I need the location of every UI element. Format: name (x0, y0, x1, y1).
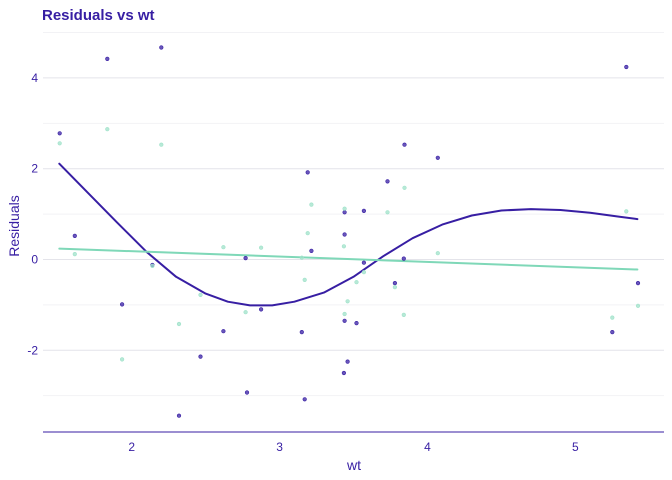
y-tick-label: -2 (27, 343, 38, 357)
data-point-series-1 (635, 281, 641, 286)
data-point-series-1 (259, 307, 264, 312)
data-point-series-1 (176, 413, 182, 418)
data-point-series-2 (159, 142, 164, 147)
y-axis-label: Residuals (6, 195, 22, 256)
data-point-series-1 (305, 170, 310, 175)
y-tick-label: 4 (31, 71, 38, 85)
data-point-series-2 (243, 310, 248, 315)
y-tick-label: 2 (31, 162, 38, 176)
data-point-series-1 (221, 329, 226, 334)
data-point-series-2 (342, 311, 347, 317)
data-point-series-1 (309, 248, 314, 253)
data-point-series-1 (159, 45, 164, 50)
x-tick-label: 3 (276, 440, 283, 454)
data-point-series-1 (342, 232, 347, 237)
data-point-series-1 (119, 302, 125, 307)
grid-lines (43, 32, 664, 397)
data-point-series-1 (302, 397, 307, 402)
x-tick-label: 5 (572, 440, 579, 454)
data-point-series-2 (385, 210, 390, 215)
data-point-series-1 (402, 142, 407, 147)
data-point-series-2 (198, 292, 203, 298)
data-point-series-2 (221, 245, 226, 250)
data-point-series-2 (610, 315, 615, 320)
data-point-series-1 (435, 155, 440, 160)
data-point-series-1 (345, 359, 350, 364)
data-point-series-2 (72, 252, 77, 257)
data-points (57, 45, 641, 418)
x-tick-labels: 2 3 4 5 (128, 440, 579, 454)
y-tick-label: 0 (31, 253, 38, 267)
data-point-series-2 (402, 185, 407, 190)
data-point-series-1 (385, 179, 390, 184)
data-point-series-2 (305, 231, 310, 236)
data-point-series-2 (401, 312, 406, 318)
x-axis-label: wt (346, 457, 361, 473)
data-point-series-1 (624, 64, 629, 70)
data-point-series-1 (105, 56, 110, 62)
data-point-series-1 (299, 330, 304, 335)
data-point-series-1 (72, 233, 77, 238)
data-point-series-2 (119, 357, 125, 362)
data-point-series-2 (176, 321, 182, 327)
data-point-series-2 (309, 202, 314, 207)
data-point-series-2 (105, 127, 110, 132)
data-point-series-1 (610, 330, 615, 335)
data-point-series-1 (342, 210, 347, 215)
data-point-series-1 (361, 208, 367, 213)
data-point-series-2 (345, 299, 350, 304)
data-point-series-2 (624, 209, 629, 214)
data-point-series-2 (361, 270, 367, 275)
data-point-series-1 (392, 281, 398, 286)
smooth-line-1 (58, 162, 639, 307)
data-point-series-1 (57, 131, 62, 136)
data-point-series-2 (635, 303, 641, 308)
x-tick-label: 2 (128, 440, 135, 454)
chart-title: Residuals vs wt (42, 7, 155, 24)
data-point-series-2 (392, 285, 398, 290)
data-point-series-2 (150, 263, 155, 269)
smooth-line-2 (58, 247, 639, 271)
data-point-series-2 (259, 245, 264, 250)
data-point-series-1 (198, 354, 203, 359)
y-tick-labels: -2 0 2 4 (27, 71, 38, 357)
data-point-series-2 (57, 141, 62, 146)
x-tick-label: 4 (424, 440, 431, 454)
data-point-series-1 (342, 318, 347, 323)
data-point-series-1 (341, 370, 347, 376)
data-point-series-1 (243, 256, 248, 261)
data-point-series-2 (299, 255, 304, 260)
data-point-series-2 (302, 277, 307, 283)
data-point-series-1 (361, 260, 367, 265)
data-point-series-2 (342, 206, 347, 211)
data-point-series-2 (341, 244, 347, 249)
data-point-series-1 (244, 390, 250, 395)
data-point-series-2 (354, 280, 359, 285)
data-point-series-2 (435, 251, 440, 256)
data-point-series-1 (354, 321, 359, 326)
data-point-series-1 (401, 256, 406, 261)
smooth-lines (58, 162, 639, 307)
